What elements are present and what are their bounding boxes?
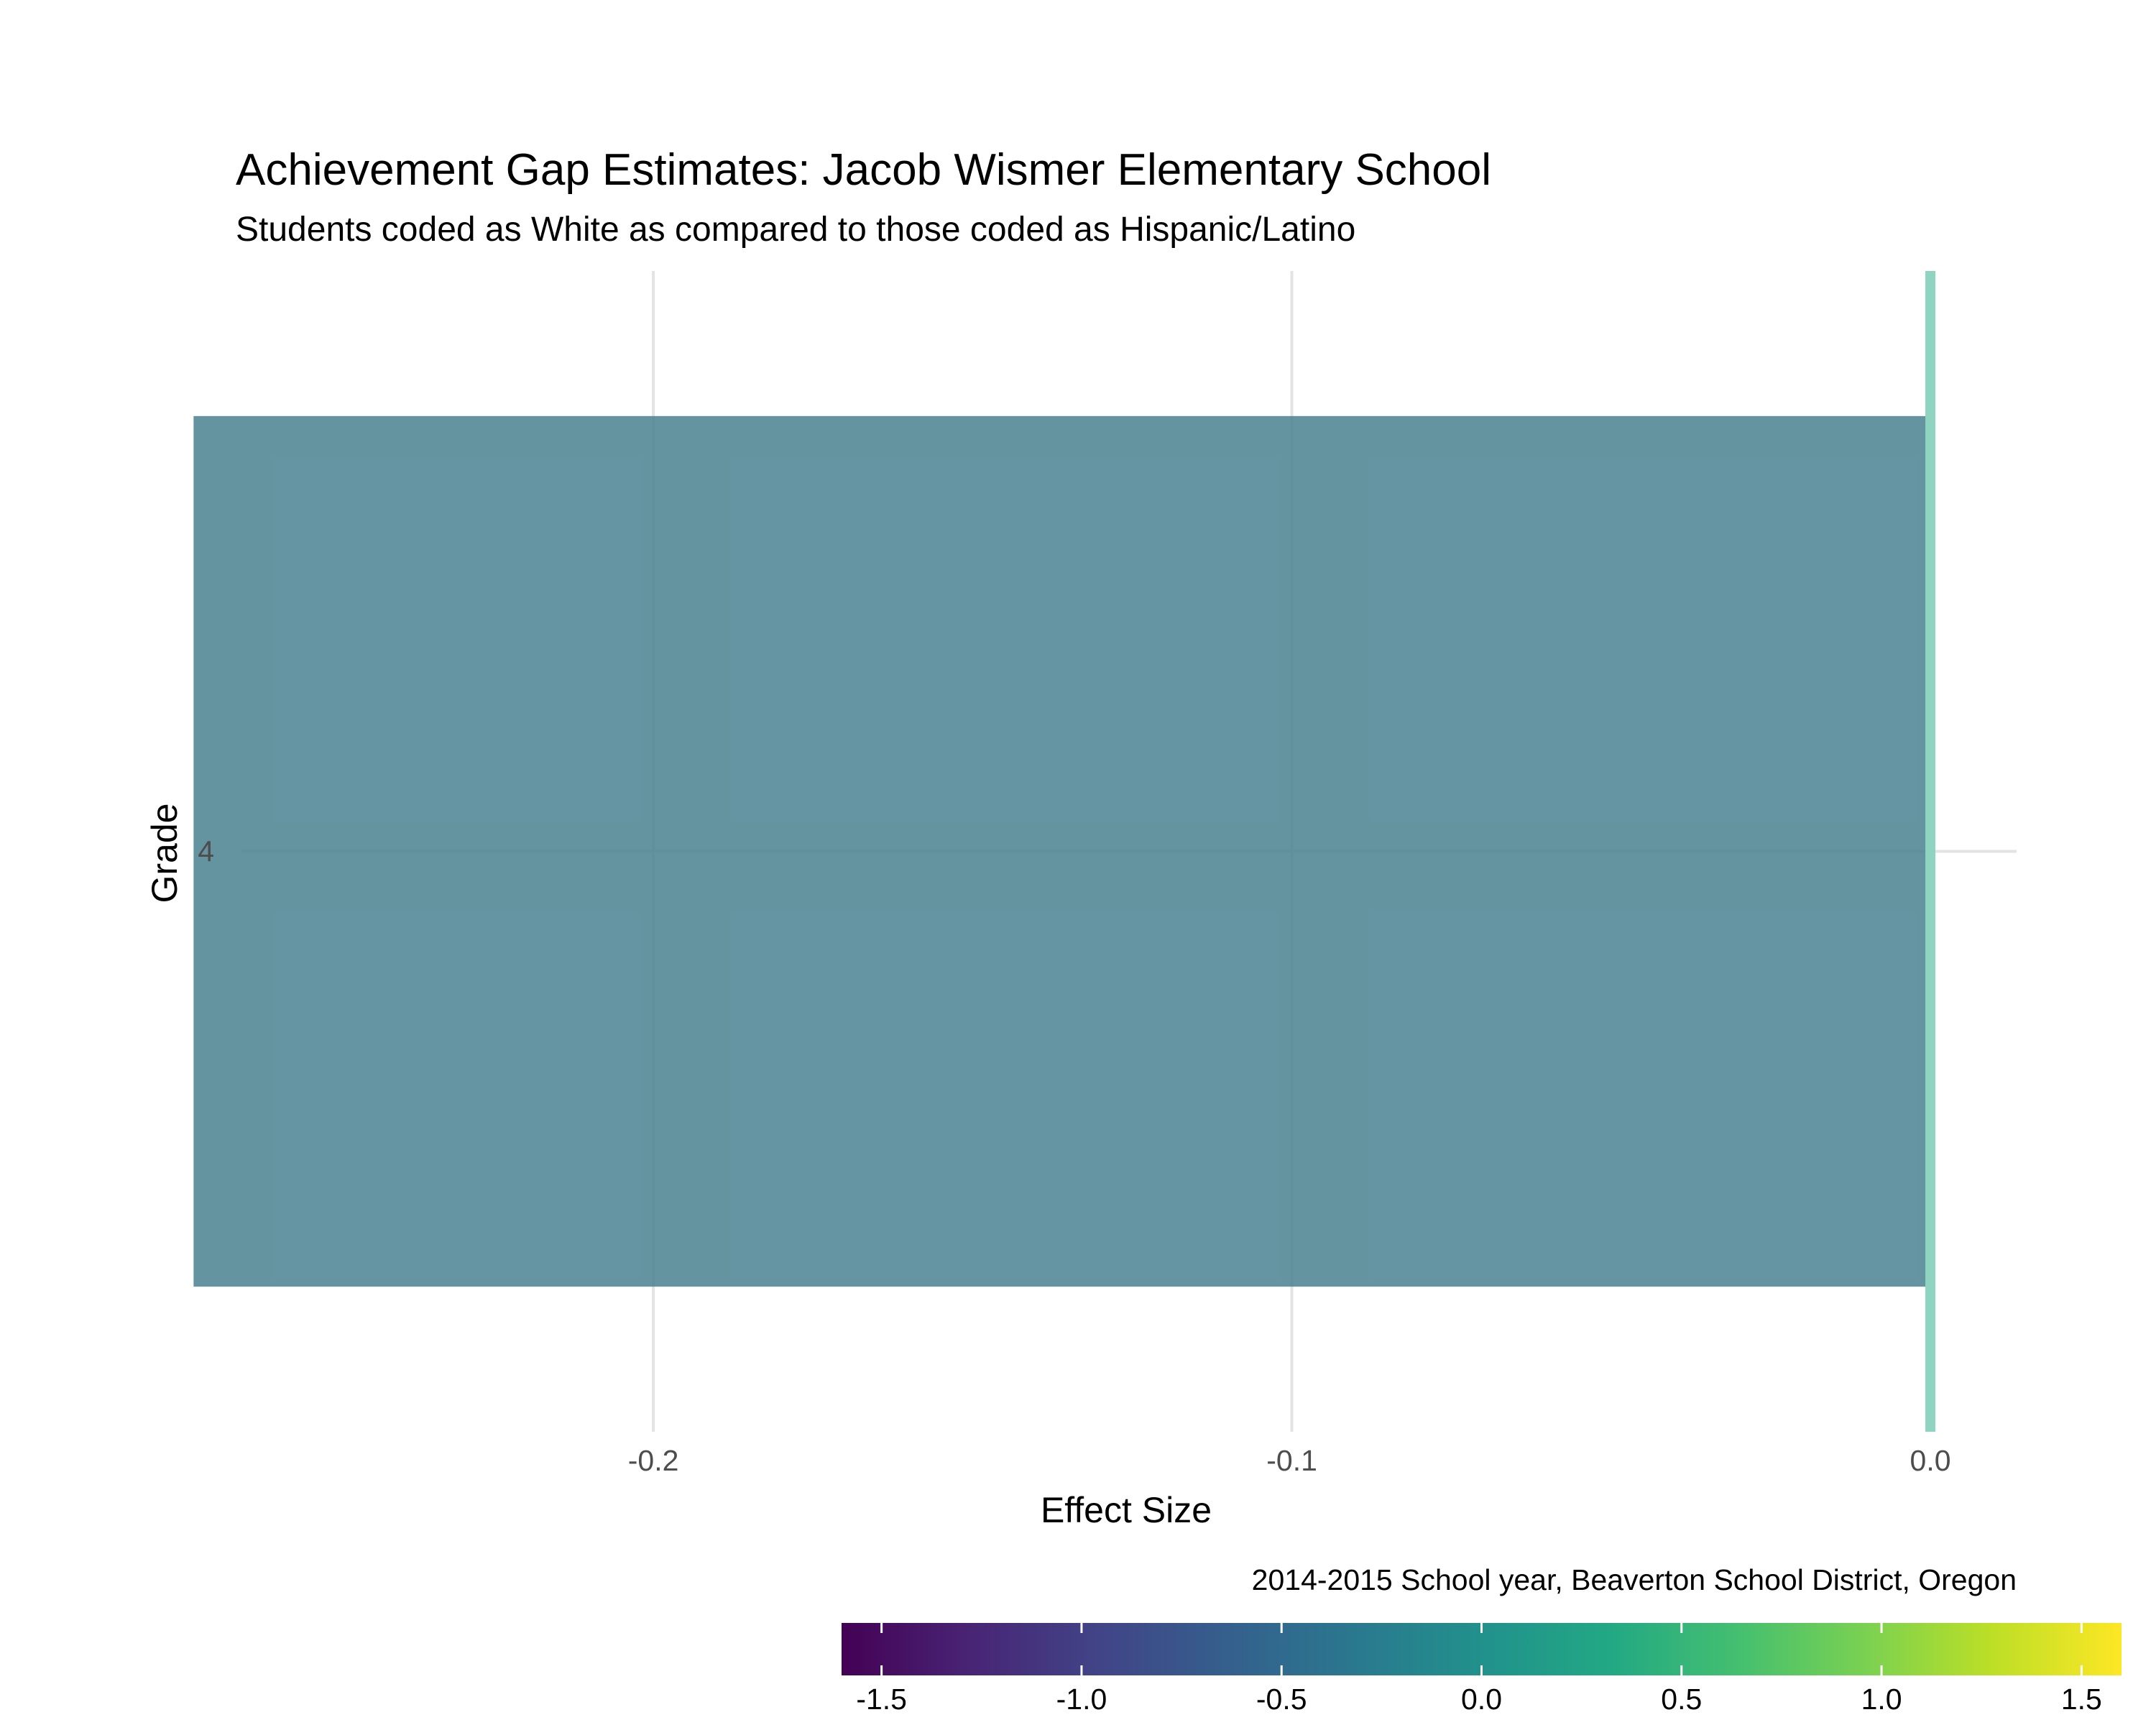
- colorbar-tick-label: 1.0: [1861, 1683, 1902, 1716]
- x-tick-label: 0.0: [1910, 1444, 1951, 1477]
- bar: [193, 415, 1931, 1287]
- colorbar-tick-label: 1.5: [2061, 1683, 2102, 1716]
- chart-title: Achievement Gap Estimates: Jacob Wismer …: [236, 145, 1491, 195]
- colorbar-tick-label: 0.0: [1461, 1683, 1502, 1716]
- x-tick-labels: -0.2 -0.1 0.0: [628, 1444, 1951, 1477]
- colorbar-ticks: -1.5 -1.0 -0.5 0.0 0.5 1.0 1.5: [856, 1623, 2102, 1716]
- x-axis-title: Effect Size: [1041, 1490, 1212, 1530]
- x-tick-label: -0.2: [628, 1444, 679, 1477]
- x-tick-label: -0.1: [1266, 1444, 1317, 1477]
- colorbar-tick-label: 0.5: [1661, 1683, 1702, 1716]
- chart-caption: 2014-2015 School year, Beaverton School …: [1252, 1563, 2017, 1596]
- colorbar-tick-label: -1.5: [856, 1683, 907, 1716]
- colorbar-tick-label: -1.0: [1056, 1683, 1107, 1716]
- y-tick-labels: 4: [198, 835, 214, 868]
- colorbar-legend: -1.5 -1.0 -0.5 0.0 0.5 1.0 1.5: [842, 1623, 2122, 1716]
- chart-subtitle: Students coded as White as compared to t…: [236, 211, 1355, 249]
- colorbar-tick-label: -0.5: [1256, 1683, 1307, 1716]
- bars: [193, 415, 1931, 1287]
- y-axis-title: Grade: [144, 804, 185, 903]
- y-tick-label: 4: [198, 835, 214, 868]
